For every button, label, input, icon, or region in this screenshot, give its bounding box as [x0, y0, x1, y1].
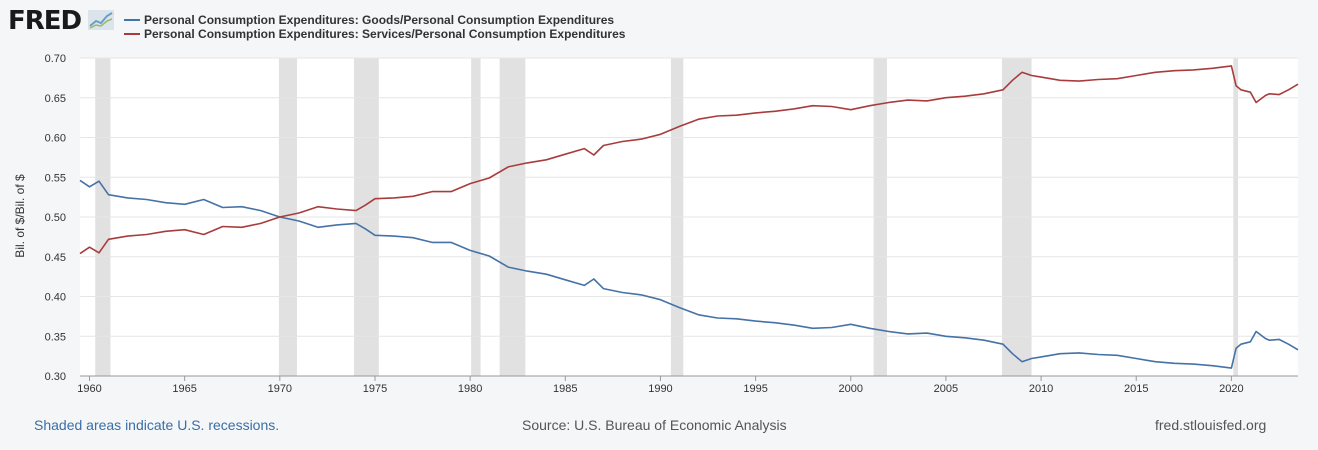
series-line-goods[interactable]	[79, 179, 1299, 369]
legend-label-goods: Personal Consumption Expenditures: Goods…	[144, 13, 615, 27]
x-tick-label: 2015	[1124, 383, 1148, 395]
x-tick-label: 1985	[553, 383, 577, 395]
x-tick-label: 1965	[172, 383, 196, 395]
y-tick-label: 0.50	[45, 212, 66, 224]
y-tick-label: 0.30	[45, 371, 66, 383]
x-tick-label: 1970	[268, 383, 292, 395]
recessions-note: Shaded areas indicate U.S. recessions.	[34, 417, 280, 433]
legend-swatch-services	[124, 33, 140, 35]
x-tick-label: 1990	[648, 383, 672, 395]
y-tick-label: 0.35	[45, 331, 66, 343]
source-note: Source: U.S. Bureau of Economic Analysis	[522, 417, 787, 433]
trend-chart-icon	[88, 10, 114, 30]
y-tick-label: 0.45	[45, 252, 66, 264]
y-tick-label: 0.70	[45, 53, 66, 65]
legend-item-services[interactable]: Personal Consumption Expenditures: Servi…	[124, 27, 625, 41]
site-link[interactable]: fred.stlouisfed.org	[1155, 417, 1267, 433]
y-tick-label: 0.65	[45, 93, 66, 105]
x-tick-label: 2000	[839, 383, 863, 395]
x-tick-label: 1980	[458, 383, 482, 395]
legend-label-services: Personal Consumption Expenditures: Servi…	[144, 27, 626, 41]
fred-logo[interactable]: FRED	[8, 6, 82, 36]
legend-swatch-goods	[124, 19, 140, 21]
series-line-services[interactable]	[79, 65, 1299, 255]
x-tick-label: 1975	[363, 383, 387, 395]
x-tick-label: 1995	[743, 383, 767, 395]
x-tick-label: 2010	[1029, 383, 1053, 395]
chart-legend: Personal Consumption Expenditures: Goods…	[124, 13, 625, 41]
legend-item-goods[interactable]: Personal Consumption Expenditures: Goods…	[124, 13, 625, 27]
x-tick-label: 1960	[77, 383, 101, 395]
y-tick-label: 0.55	[45, 172, 66, 184]
y-tick-label: 0.40	[45, 292, 66, 304]
x-tick-label: 2005	[934, 383, 958, 395]
x-tick-label: 2020	[1219, 383, 1243, 395]
y-tick-label: 0.60	[45, 133, 66, 145]
